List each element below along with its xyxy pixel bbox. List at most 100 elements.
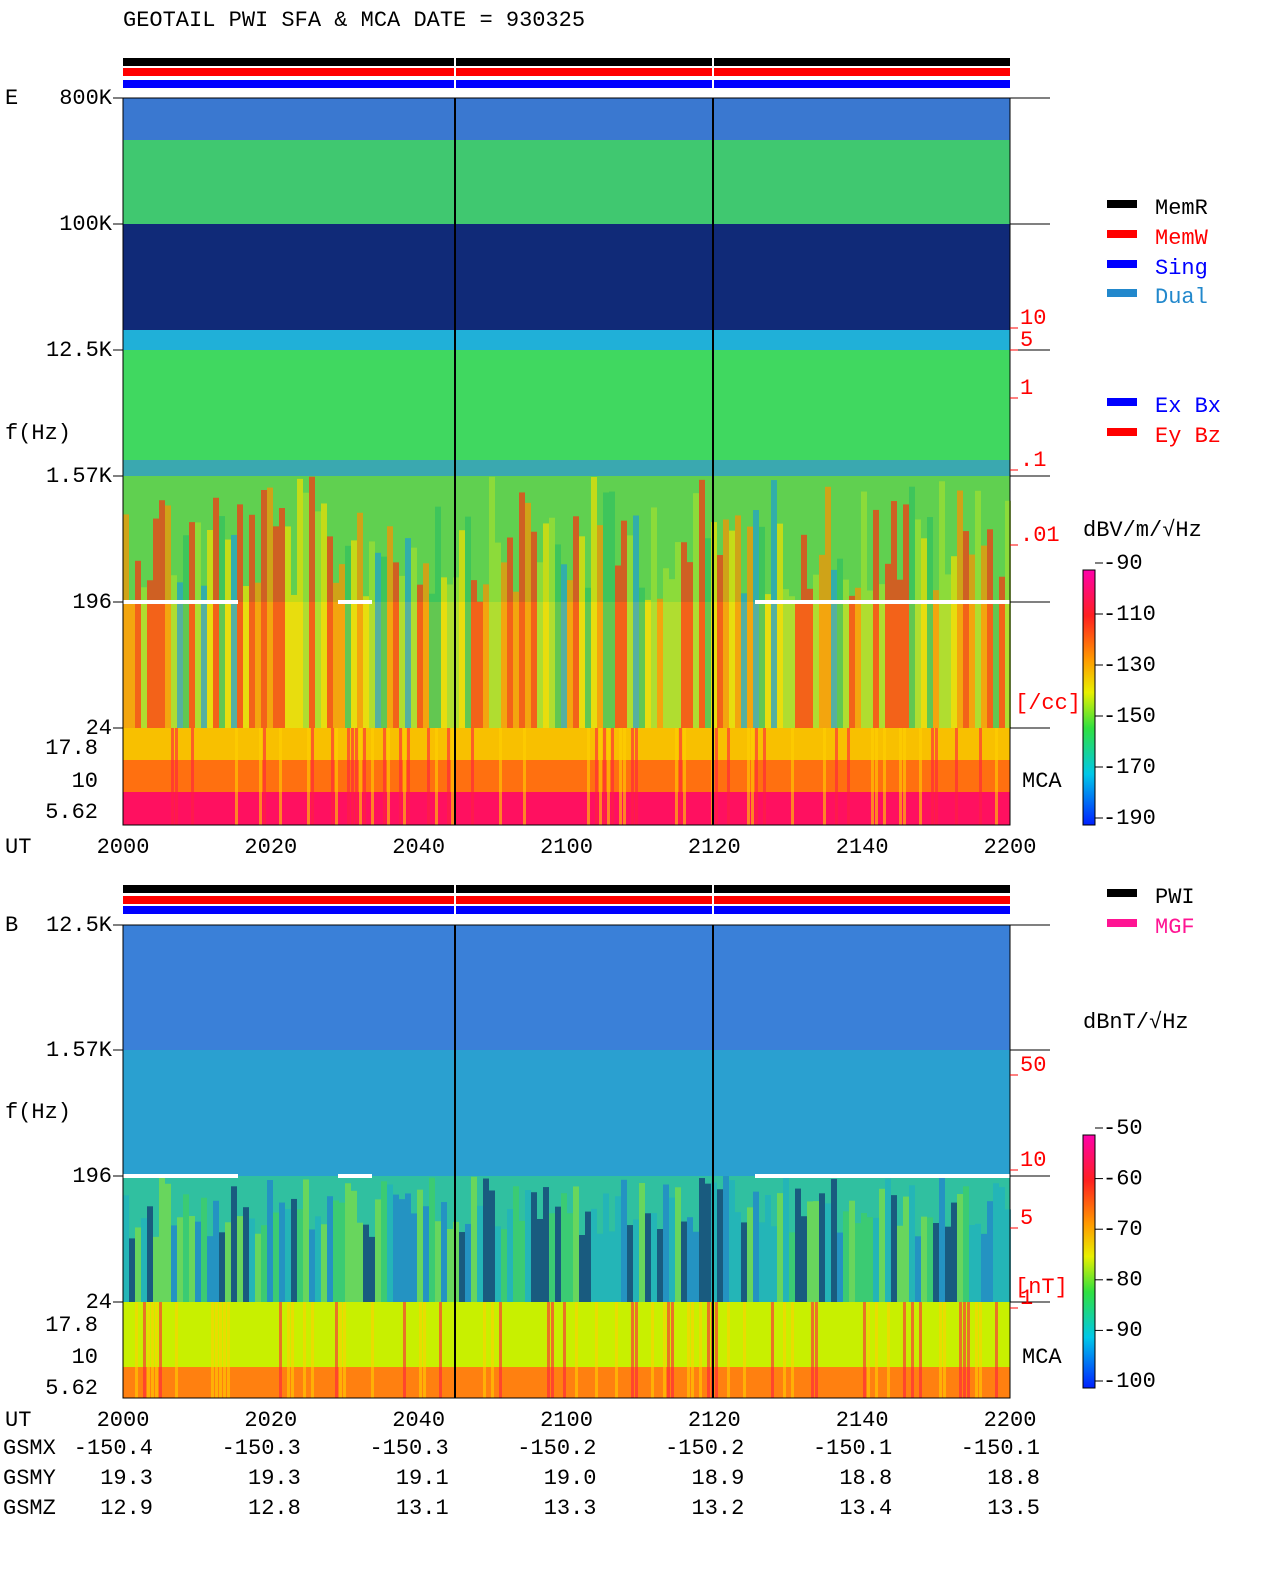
mca-stripe (191, 728, 194, 825)
spectrogram-stripe (627, 1225, 633, 1302)
legend-swatch (1107, 200, 1137, 208)
spectrogram-stripe (813, 574, 819, 728)
x-tick-label: 2020 (244, 1408, 297, 1433)
mca-stripe (607, 728, 610, 825)
mca-stripe (311, 728, 314, 825)
spectrogram-stripe (465, 1223, 471, 1302)
y-tick-label: 800K (59, 86, 113, 111)
legend-label: MemW (1155, 226, 1209, 251)
ephemeris-value: -150.3 (369, 1436, 448, 1461)
mca-stripe (919, 728, 922, 825)
mca-stripe (691, 1302, 694, 1398)
mca-stripe (171, 728, 174, 825)
mca-stripe (667, 1302, 670, 1398)
mca-stripe (699, 1302, 702, 1398)
spectrogram-stripe (129, 1238, 135, 1302)
spectrogram-stripe (483, 1178, 489, 1302)
legend-label: Sing (1155, 256, 1208, 281)
y-tick-label: 12.5K (46, 913, 113, 938)
spectrogram-stripe (939, 481, 945, 728)
mca-stripe (863, 1302, 866, 1398)
spectrogram-stripe (573, 1186, 579, 1302)
spectrogram-stripe (987, 1201, 993, 1302)
mca-stripe (887, 1302, 890, 1398)
spectrogram-stripe (621, 1179, 627, 1302)
spectrogram-stripe (399, 1199, 405, 1302)
spectrogram-band (123, 1367, 1010, 1398)
spectrogram-stripe (681, 1221, 687, 1302)
spectrogram-stripe (993, 600, 999, 728)
status-bar (123, 80, 1010, 88)
spectrogram-stripe (549, 1213, 555, 1302)
spectrogram-stripe (903, 1196, 909, 1302)
ephemeris-value: -150.1 (961, 1436, 1040, 1461)
spectrogram-stripe (273, 1212, 279, 1302)
mca-stripe (343, 1302, 346, 1398)
spectrogram-stripe (759, 526, 765, 728)
mca-stripe (811, 1302, 814, 1398)
spectrogram-stripe (567, 580, 573, 728)
spectrogram-stripe (777, 523, 783, 728)
spectrogram-stripe (969, 554, 975, 728)
spectrogram-stripe (975, 490, 981, 728)
spectrogram-stripe (375, 552, 381, 728)
colorbar-unit: dBnT/√Hz (1083, 1010, 1189, 1035)
spectrogram-stripe (177, 1217, 183, 1302)
spectrogram-stripe (381, 1181, 387, 1302)
spectrogram-stripe (561, 1193, 567, 1302)
spectrogram-stripe (231, 1186, 237, 1302)
spectrogram-stripe (1005, 500, 1011, 728)
mca-stripe (371, 728, 374, 825)
spectrogram-stripe (789, 596, 795, 728)
spectrogram-stripe (417, 1189, 423, 1302)
spectrogram-stripe (693, 493, 699, 728)
mca-stripe (151, 1302, 154, 1398)
mca-stripe (407, 728, 410, 825)
spectrogram-stripe (255, 1233, 261, 1302)
mca-stripe (727, 1302, 730, 1398)
spectrogram-stripe (393, 562, 399, 728)
x-tick-label: 2100 (540, 835, 593, 860)
spectrogram-stripe (237, 504, 243, 728)
legend-label: MGF (1155, 915, 1195, 940)
mca-stripe (371, 1302, 374, 1398)
spectrogram-stripe (201, 585, 207, 728)
spectrogram-stripe (387, 526, 393, 728)
spectrogram-stripe (237, 1216, 243, 1302)
spectrogram-band (123, 760, 1010, 792)
spectrogram-stripe (987, 529, 993, 728)
status-bar (123, 896, 1010, 904)
spectrogram-stripe (807, 1201, 813, 1302)
spectrogram-stripe (297, 478, 303, 728)
spectrogram-stripe (435, 1221, 441, 1302)
spectrogram-stripe (327, 1196, 333, 1302)
spectrogram-stripe (759, 1222, 765, 1302)
spectrogram-stripe (267, 487, 273, 728)
spectrogram-stripe (285, 1209, 291, 1302)
legend-label: Ey Bz (1155, 424, 1221, 449)
ephemeris-value: 13.3 (544, 1496, 597, 1521)
legend-swatch (1107, 428, 1137, 436)
spectrogram-stripe (921, 1216, 927, 1302)
mca-stripe (755, 728, 758, 825)
spectrogram-stripe (735, 1212, 741, 1302)
density-unit: [/cc] (1015, 691, 1081, 716)
mca-label: MCA (1022, 769, 1062, 794)
ephemeris-name: GSMZ (3, 1496, 56, 1521)
spectrogram-stripe (207, 1236, 213, 1302)
mca-stripe (135, 1302, 138, 1398)
spectrogram-stripe (789, 1232, 795, 1302)
legend-swatch (1107, 919, 1137, 927)
spectrogram-stripe (933, 1223, 939, 1302)
spectrogram-stripe (267, 1180, 273, 1302)
ephemeris-value: 18.8 (839, 1466, 892, 1491)
spectrogram-stripe (495, 1226, 501, 1302)
spectrogram-stripe (909, 1185, 915, 1302)
spectrogram-stripe (261, 1225, 267, 1302)
spectrogram-stripe (669, 1197, 675, 1302)
spectrogram-stripe (735, 515, 741, 728)
status-bar (123, 885, 1010, 893)
spectrogram-stripe (513, 591, 519, 728)
plot-frame (122, 924, 1011, 1399)
spectrogram-stripe (507, 537, 513, 728)
